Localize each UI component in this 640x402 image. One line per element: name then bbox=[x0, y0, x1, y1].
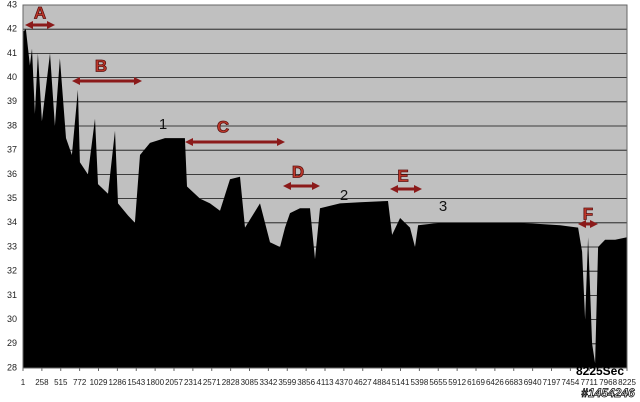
x-tick-label: 3856 bbox=[297, 378, 315, 387]
annotation-label: D bbox=[292, 162, 304, 181]
x-tick-label: 6169 bbox=[467, 378, 485, 387]
x-tick-label: 4113 bbox=[316, 378, 334, 387]
y-tick-label: 31 bbox=[7, 290, 17, 300]
x-tick-label: 1286 bbox=[108, 378, 126, 387]
arrow-head bbox=[25, 21, 55, 29]
watermark: #1454246 bbox=[581, 386, 635, 400]
x-tick-label: 258 bbox=[35, 378, 49, 387]
annotation-number: 3 bbox=[439, 198, 447, 215]
x-tick-label: 6683 bbox=[505, 378, 523, 387]
y-tick-label: 40 bbox=[7, 72, 17, 82]
annotation-label: A bbox=[34, 3, 46, 22]
x-tick-label: 3342 bbox=[259, 378, 277, 387]
x-tick-label: 2057 bbox=[165, 378, 183, 387]
x-tick-label: 5398 bbox=[410, 378, 428, 387]
x-tick-label: 2314 bbox=[184, 378, 202, 387]
y-tick-label: 43 bbox=[7, 0, 17, 9]
x-tick-label: 1 bbox=[21, 378, 26, 387]
x-tick-label: 8225 bbox=[618, 378, 636, 387]
y-tick-label: 38 bbox=[7, 120, 17, 130]
x-tick-label: 6940 bbox=[524, 378, 542, 387]
annotation-number: 1 bbox=[159, 116, 167, 133]
y-tick-label: 29 bbox=[7, 338, 17, 348]
y-tick-label: 36 bbox=[7, 169, 17, 179]
x-tick-label: 2828 bbox=[222, 378, 240, 387]
y-tick-label: 32 bbox=[7, 266, 17, 276]
x-tick-label: 7711 bbox=[581, 378, 599, 387]
y-tick-label: 35 bbox=[7, 193, 17, 203]
x-tick-label: 7968 bbox=[599, 378, 617, 387]
annotation-number: 2 bbox=[340, 187, 348, 204]
x-unit-label: 8225Sec bbox=[576, 364, 624, 378]
x-tick-label: 1543 bbox=[127, 378, 145, 387]
x-tick-label: 6426 bbox=[486, 378, 504, 387]
x-tick-label: 5655 bbox=[429, 378, 447, 387]
y-tick-label: 28 bbox=[7, 362, 17, 372]
annotation-label: F bbox=[583, 204, 593, 223]
y-tick-label: 37 bbox=[7, 145, 17, 155]
arrow-head bbox=[283, 182, 320, 190]
x-tick-label: 3599 bbox=[278, 378, 296, 387]
x-tick-label: 4884 bbox=[373, 378, 391, 387]
x-tick-label: 4627 bbox=[354, 378, 372, 387]
x-tick-label: 3085 bbox=[241, 378, 259, 387]
y-tick-label: 41 bbox=[7, 48, 17, 58]
x-tick-label: 515 bbox=[54, 378, 68, 387]
y-tick-label: 39 bbox=[7, 96, 17, 106]
annotation-label: B bbox=[95, 56, 107, 75]
x-tick-label: 1029 bbox=[90, 378, 108, 387]
y-tick-label: 34 bbox=[7, 217, 17, 227]
area bbox=[23, 29, 627, 368]
arrow-head bbox=[72, 77, 142, 85]
y-tick-label: 42 bbox=[7, 24, 17, 34]
arrow-head bbox=[390, 185, 422, 193]
y-tick-label: 30 bbox=[7, 314, 17, 324]
x-tick-label: 7454 bbox=[561, 378, 579, 387]
x-tick-label: 772 bbox=[73, 378, 87, 387]
x-tick-label: 7197 bbox=[543, 378, 561, 387]
x-tick-label: 1800 bbox=[146, 378, 164, 387]
arrow-head bbox=[578, 220, 598, 228]
x-tick-label: 4370 bbox=[335, 378, 353, 387]
x-tick-label: 5141 bbox=[392, 378, 410, 387]
annotation-label: C bbox=[217, 117, 229, 136]
y-tick-label: 33 bbox=[7, 241, 17, 251]
annotation-label: E bbox=[397, 166, 408, 185]
x-tick-label: 2571 bbox=[203, 378, 221, 387]
x-tick-label: 5912 bbox=[448, 378, 466, 387]
